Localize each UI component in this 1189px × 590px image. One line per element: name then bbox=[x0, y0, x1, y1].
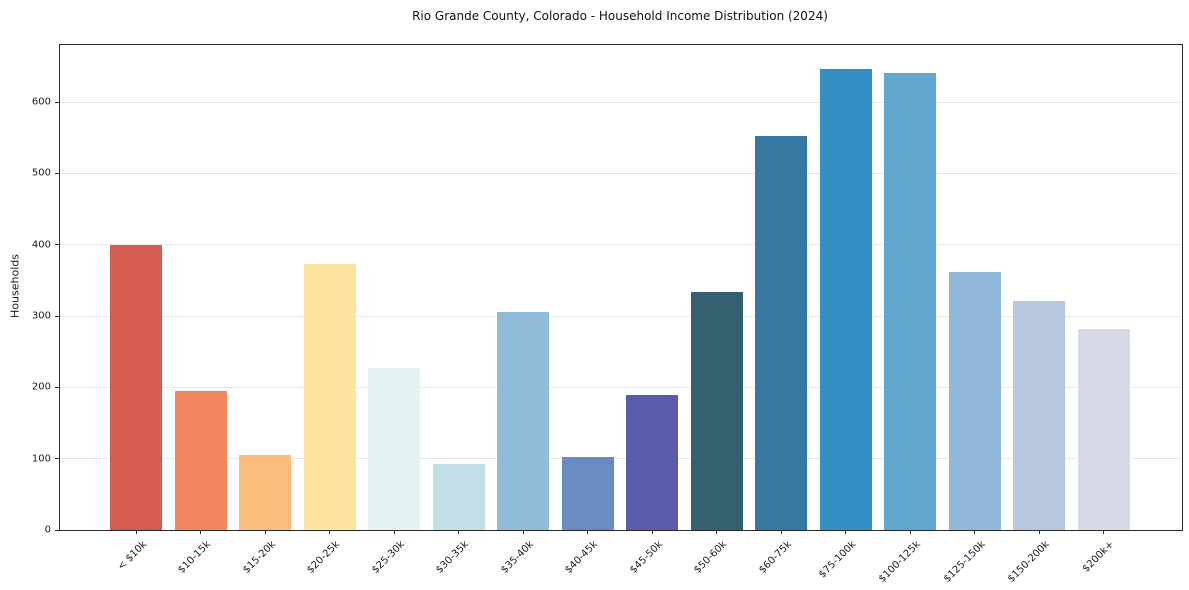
x-tick-mark bbox=[1103, 530, 1104, 534]
bar-50-60k bbox=[690, 291, 743, 530]
x-tick-mark bbox=[909, 530, 911, 534]
y-tick-label-100: 100 bbox=[31, 453, 51, 465]
gridline-600 bbox=[60, 101, 1182, 103]
y-tick-label-400: 400 bbox=[31, 239, 51, 251]
bar-30-35k bbox=[432, 464, 485, 530]
y-tick-mark-400 bbox=[55, 244, 60, 246]
bar-35-40k bbox=[497, 312, 549, 530]
x-tick-mark bbox=[587, 530, 588, 534]
gridline-300 bbox=[60, 315, 1182, 317]
y-tick-label-300: 300 bbox=[31, 310, 51, 322]
x-tick-label: $10-15k bbox=[176, 539, 214, 576]
y-axis-title: Households bbox=[8, 254, 22, 318]
bar-75-100k bbox=[819, 68, 872, 530]
gridline-500 bbox=[60, 172, 1182, 174]
y-tick-mark-300 bbox=[55, 315, 60, 317]
bar-10-15k bbox=[174, 390, 227, 530]
y-tick-mark-200 bbox=[55, 386, 60, 388]
bar-25-30k bbox=[368, 368, 420, 530]
x-tick-mark bbox=[716, 530, 717, 534]
y-tick-mark-500 bbox=[55, 172, 60, 174]
x-tick-mark bbox=[329, 530, 330, 534]
x-tick-mark bbox=[264, 530, 266, 534]
x-tick-mark bbox=[974, 530, 975, 534]
x-tick-mark bbox=[135, 530, 137, 534]
bar-20-25k bbox=[303, 263, 356, 530]
x-tick-label: $50-60k bbox=[692, 539, 730, 576]
x-tick-label: $40-45k bbox=[563, 539, 601, 576]
bar-200k bbox=[1077, 328, 1130, 530]
y-tick-mark-600 bbox=[55, 101, 60, 103]
x-tick-label: $20-25k bbox=[305, 539, 343, 576]
x-tick-label: $60-75k bbox=[756, 539, 794, 576]
x-tick-mark bbox=[522, 530, 524, 534]
x-tick-label: $125-150k bbox=[941, 539, 988, 585]
bar-100-125k bbox=[884, 72, 936, 530]
plot-area: 0 100 200 300 400 500 600 < $10k $10-15k $15-20k $… bbox=[32, 44, 1183, 585]
bar-60-75k bbox=[755, 135, 807, 530]
bar-45-50k bbox=[626, 394, 678, 530]
x-tick-label: $35-40k bbox=[498, 539, 536, 576]
bar-40-45k bbox=[561, 456, 614, 530]
x-tick-mark bbox=[393, 530, 395, 534]
x-tick-mark bbox=[651, 530, 653, 534]
y-tick-label-0: 0 bbox=[44, 524, 51, 536]
y-tick-label-500: 500 bbox=[31, 167, 51, 179]
gridline-400 bbox=[60, 244, 1182, 246]
x-tick-mark bbox=[1038, 530, 1040, 534]
x-tick-mark bbox=[845, 530, 846, 534]
x-tick-label: < $10k bbox=[115, 539, 149, 573]
x-tick-mark bbox=[780, 530, 782, 534]
x-tick-label: $150-200k bbox=[1005, 539, 1052, 585]
bar-10k bbox=[110, 245, 162, 530]
y-tick-mark-0 bbox=[55, 529, 60, 531]
gridline-100 bbox=[60, 458, 1182, 460]
x-tick-label: $200k+ bbox=[1080, 539, 1117, 575]
x-tick-label: $75-100k bbox=[816, 539, 859, 581]
x-tick-label: $45-50k bbox=[627, 539, 665, 576]
x-tick-label: $100-125k bbox=[876, 539, 923, 585]
x-tick-label: $15-20k bbox=[240, 539, 278, 576]
bar-150-200k bbox=[1013, 301, 1065, 530]
y-tick-label-600: 600 bbox=[31, 96, 51, 108]
bar-15-20k bbox=[239, 455, 291, 530]
x-tick-mark bbox=[458, 530, 459, 534]
x-tick-mark bbox=[200, 530, 201, 534]
chart-title: Rio Grande County, Colorado - Household … bbox=[412, 9, 828, 23]
x-tick-label: $30-35k bbox=[434, 539, 472, 576]
y-tick-mark-100 bbox=[55, 458, 60, 460]
x-tick-label: $25-30k bbox=[369, 539, 407, 576]
y-tick-label-200: 200 bbox=[31, 381, 51, 393]
bar-125-150k bbox=[948, 271, 1001, 530]
gridline-200 bbox=[60, 386, 1182, 388]
